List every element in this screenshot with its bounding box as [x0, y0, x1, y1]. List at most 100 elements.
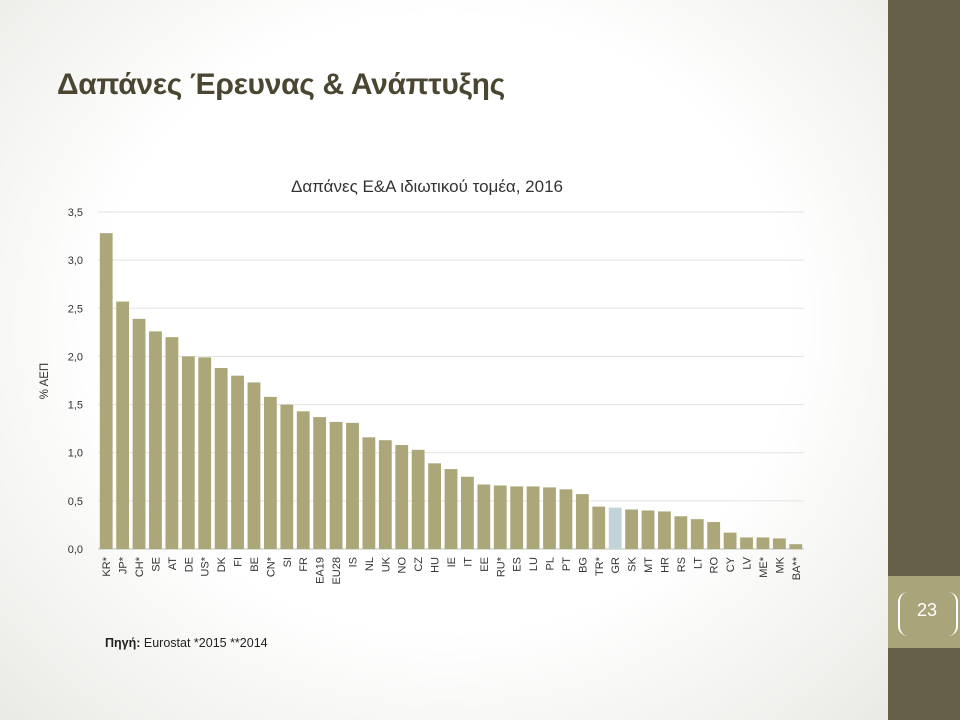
bar-jp — [116, 301, 130, 549]
page-number-tab — [888, 576, 960, 648]
y-tick-label: 0,5 — [68, 496, 83, 508]
x-tick-label: MT — [643, 557, 655, 573]
x-tick-label: IS — [347, 557, 359, 567]
bar-tr — [592, 506, 606, 549]
bar-it — [461, 476, 474, 549]
x-tick-label: ES — [512, 557, 524, 572]
x-tick-label: SI — [282, 557, 294, 567]
x-tick-label: CY — [725, 556, 737, 572]
y-tick-label: 3,0 — [68, 255, 83, 267]
bar-cn — [263, 396, 277, 549]
bar-eu28 — [329, 421, 343, 549]
x-tick-label: NL — [364, 557, 376, 571]
bar-mt — [641, 510, 655, 549]
bar-hr — [658, 511, 671, 549]
bar-ie — [444, 469, 458, 549]
x-tick-label: RS — [676, 557, 688, 572]
y-tick-label: 1,0 — [68, 448, 83, 460]
y-tick-labels: 0,0 0,5 1,0 1,5 2,0 2,5 3,0 3,5 — [68, 207, 83, 556]
bar-pt — [559, 489, 573, 549]
bar-es — [510, 486, 524, 549]
bar-nl — [362, 437, 376, 549]
bar-de — [181, 356, 195, 549]
bar-be — [247, 382, 261, 549]
bar-kr — [99, 233, 113, 549]
source-label: Πηγή: — [105, 636, 141, 650]
bar-dk — [214, 367, 228, 549]
x-tick-label: PT — [561, 557, 573, 571]
x-tick-label: ME* — [758, 556, 770, 578]
x-tick-label: DK — [216, 556, 228, 572]
bar-mk — [772, 538, 786, 549]
bar-chart: Δαπάνες Ε&Α ιδιωτικού τομέα, 2016 % ΑΕΠ … — [39, 177, 804, 585]
bar-sk — [625, 509, 639, 549]
chart-title: Δαπάνες Ε&Α ιδιωτικού τομέα, 2016 — [291, 177, 563, 196]
x-tick-label: LT — [692, 557, 704, 569]
bar-lt — [690, 519, 704, 549]
bar-is — [346, 422, 359, 549]
source-text: Eurostat *2015 **2014 — [140, 636, 268, 650]
x-tick-label: PL — [545, 557, 557, 570]
x-tick-label: EA19 — [315, 557, 327, 584]
x-tick-label: LV — [742, 556, 754, 569]
x-tick-label: NO — [397, 557, 409, 574]
bar-ee — [477, 484, 491, 549]
x-tick-label: US* — [200, 556, 212, 576]
bar-me — [756, 537, 770, 549]
bar-cz — [411, 449, 425, 549]
bar-uk — [378, 440, 392, 549]
bar-fi — [231, 375, 244, 549]
x-tick-label: EU28 — [331, 557, 343, 585]
slide-title: Δαπάνες Έρευνας & Ανάπτυξης — [57, 68, 505, 101]
bar-hu — [428, 463, 441, 549]
x-tick-label: LU — [528, 557, 540, 571]
x-tick-label: UK — [380, 556, 392, 572]
x-tick-label: EE — [479, 557, 491, 572]
bar-ru — [493, 485, 507, 549]
bar-bg — [575, 494, 589, 549]
x-tick-label: FR — [298, 557, 310, 572]
y-tick-label: 3,5 — [68, 207, 83, 219]
x-tick-label: CN* — [265, 556, 277, 577]
x-tick-label: MK — [774, 556, 786, 573]
x-tick-label: IE — [446, 557, 458, 567]
x-tick-label: BA** — [791, 556, 803, 580]
bar-lu — [526, 486, 540, 549]
source-note: Πηγή: Eurostat *2015 **2014 — [105, 636, 268, 650]
bar-fr — [296, 411, 310, 549]
x-tick-label: SK — [627, 556, 639, 571]
x-tick-label: HR — [659, 557, 671, 573]
y-tick-label: 2,5 — [68, 303, 83, 315]
bar-us — [198, 357, 212, 549]
bar-no — [395, 445, 409, 549]
page-number-bracket — [898, 592, 958, 636]
x-tick-label: BE — [249, 557, 261, 572]
bar-cy — [723, 532, 737, 549]
bar-ch — [132, 318, 146, 549]
bar-lv — [740, 537, 753, 549]
x-tick-label: AT — [167, 557, 179, 571]
x-tick-label: CH* — [134, 556, 146, 577]
y-tick-label: 0,0 — [68, 544, 83, 556]
bars — [99, 233, 803, 549]
x-tick-label: BG — [577, 557, 589, 573]
bar-se — [149, 331, 162, 549]
x-tick-label: CZ — [413, 557, 425, 572]
page-number: 23 — [916, 600, 938, 620]
x-tick-label: FI — [233, 557, 245, 567]
bar-ea19 — [313, 417, 327, 549]
y-axis-label: % ΑΕΠ — [39, 363, 51, 399]
bar-at — [165, 337, 179, 549]
y-tick-label: 2,0 — [68, 351, 83, 363]
x-tick-label: IT — [462, 557, 474, 567]
bar-gr — [608, 507, 622, 549]
x-tick-label: SE — [150, 557, 162, 572]
bar-ba — [789, 544, 803, 549]
bar-pl — [543, 487, 556, 549]
bar-rs — [674, 516, 688, 549]
x-tick-label: HU — [430, 557, 442, 573]
bar-ro — [707, 522, 721, 549]
x-tick-label: GR — [610, 557, 622, 574]
bar-si — [280, 404, 294, 549]
x-tick-label: JP* — [118, 556, 130, 574]
